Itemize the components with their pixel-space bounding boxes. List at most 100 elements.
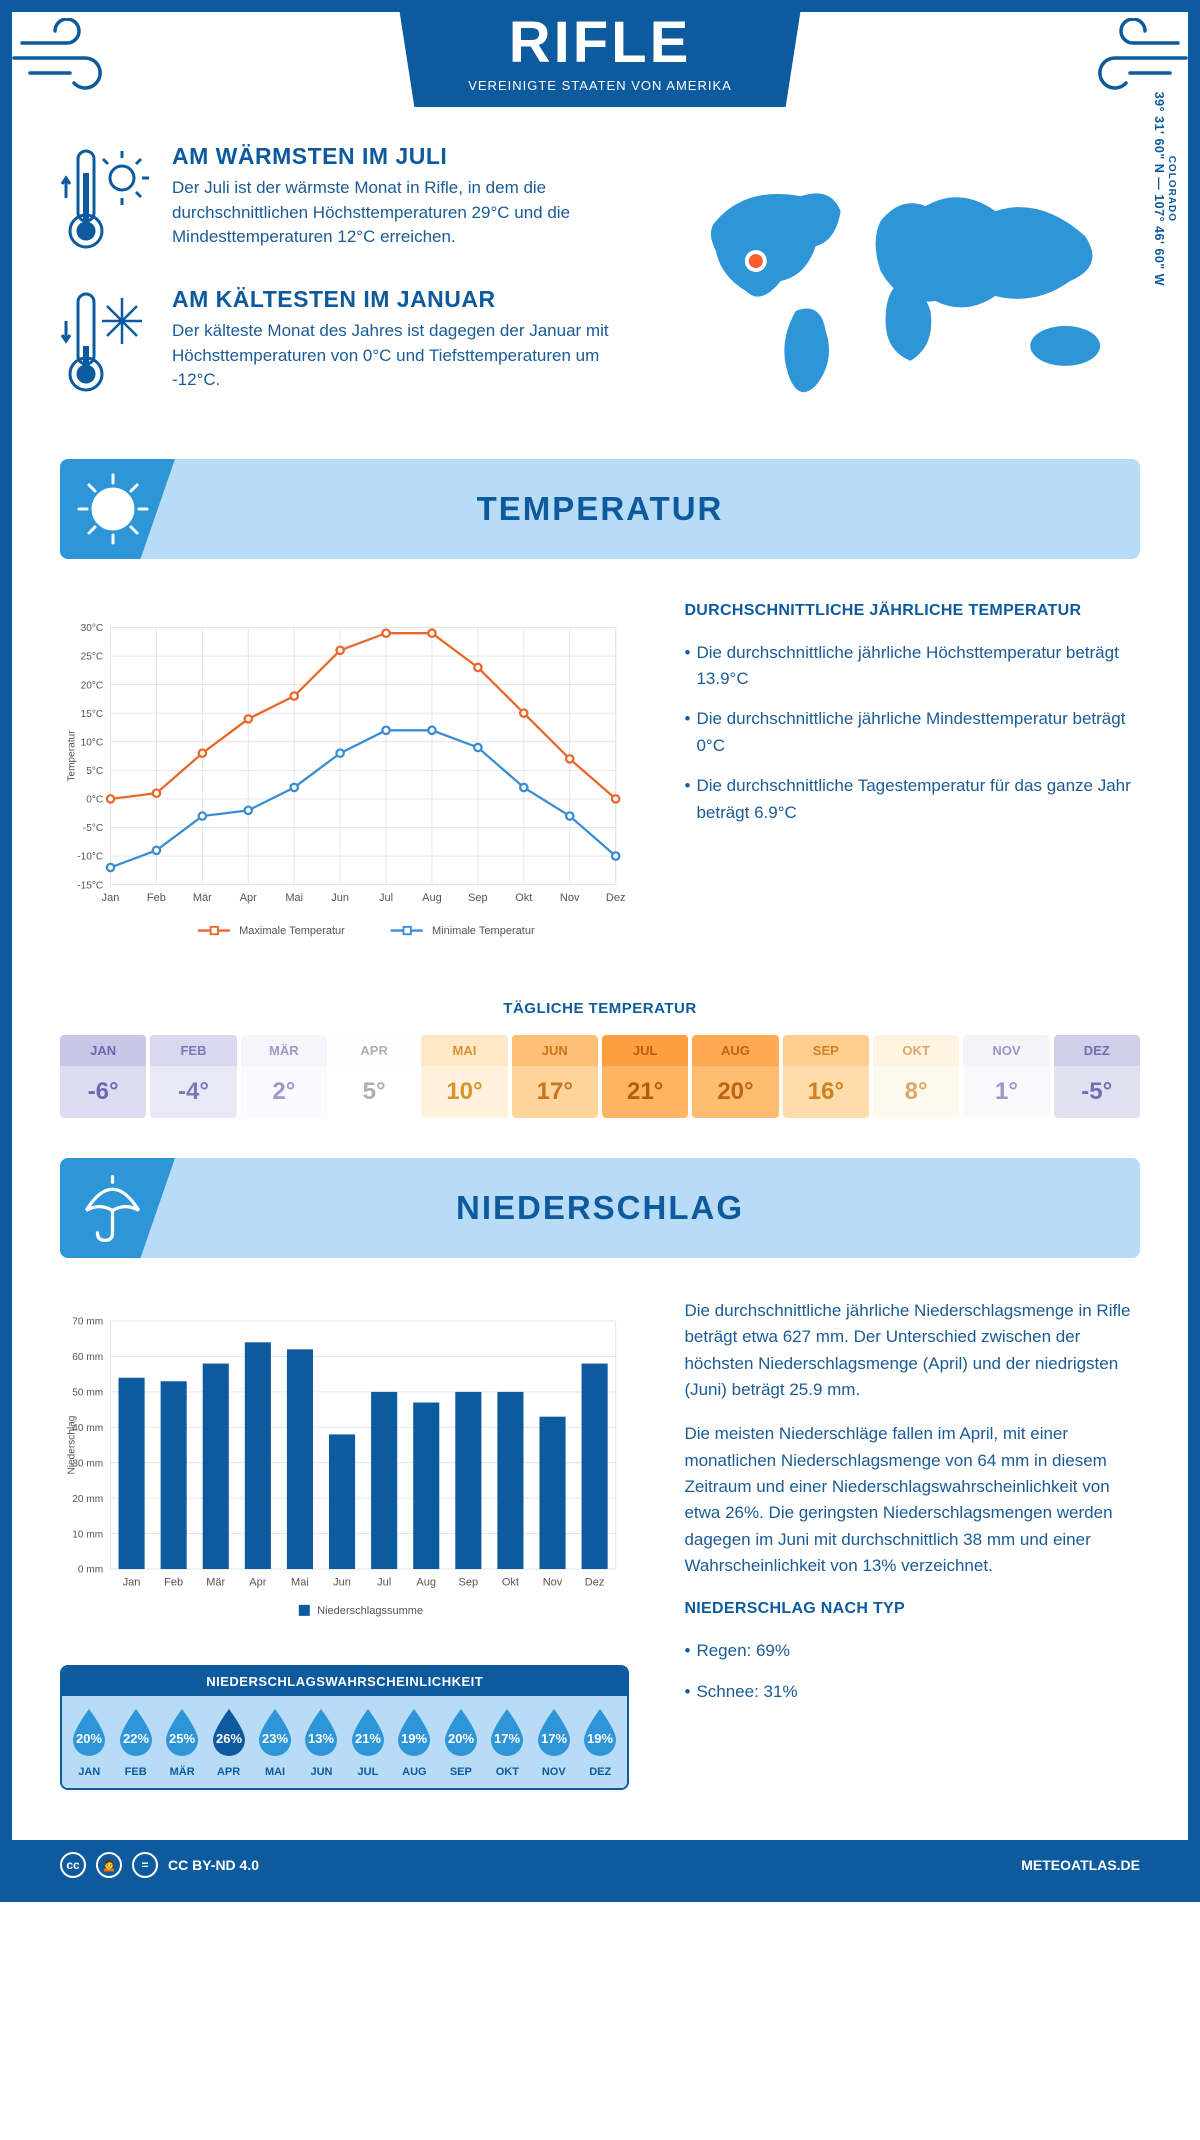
daily-cell: MÄR2° [241,1035,327,1118]
prob-heading: NIEDERSCHLAGSWAHRSCHEINLICHKEIT [62,1667,627,1696]
umbrella-icon [60,1158,175,1258]
world-map: COLORADO 39° 31' 60" N — 107° 46' 60" W [661,143,1140,429]
svg-text:21%: 21% [355,1731,381,1746]
svg-text:Aug: Aug [422,892,442,904]
fact-title: AM WÄRMSTEN IM JULI [172,143,611,170]
svg-text:50 mm: 50 mm [72,1388,103,1399]
cc-icon: cc [60,1852,86,1878]
svg-text:Apr: Apr [240,892,257,904]
daily-cell: APR5° [331,1035,417,1118]
notes-heading: DURCHSCHNITTLICHE JÄHRLICHE TEMPERATUR [684,599,1140,624]
svg-text:5°C: 5°C [86,766,103,777]
rain-probability-box: NIEDERSCHLAGSWAHRSCHEINLICHKEIT 20%JAN22… [60,1665,629,1790]
svg-text:-5°C: -5°C [83,823,103,834]
by-icon: 🙍 [96,1852,122,1878]
footer: cc 🙍 = CC BY-ND 4.0 METEOATLAS.DE [12,1840,1188,1890]
page-subtitle: VEREINIGTE STAATEN VON AMERIKA [468,78,732,93]
svg-text:Okt: Okt [515,892,532,904]
svg-text:Jan: Jan [102,892,120,904]
prob-cell: 25%MÄR [159,1706,205,1778]
temp-chart-row: -15°C-10°C-5°C0°C5°C10°C15°C20°C25°C30°C… [60,599,1140,964]
svg-text:19%: 19% [401,1731,427,1746]
daily-heading: TÄGLICHE TEMPERATUR [60,1000,1140,1017]
fact-warmest: AM WÄRMSTEN IM JULI Der Juli ist der wär… [60,143,611,258]
daily-cell: FEB-4° [150,1035,236,1118]
svg-text:Aug: Aug [416,1577,436,1589]
daily-cell: SEP16° [783,1035,869,1118]
prob-cell: 19%DEZ [577,1706,623,1778]
fact-title: AM KÄLTESTEN IM JANUAR [172,286,611,313]
svg-text:0 mm: 0 mm [78,1565,103,1576]
note-item: Die durchschnittliche Tagestemperatur fü… [684,773,1140,826]
svg-text:10 mm: 10 mm [72,1529,103,1540]
svg-text:0°C: 0°C [86,795,103,806]
rain-type-heading: NIEDERSCHLAG NACH TYP [684,1597,1140,1622]
svg-text:23%: 23% [262,1731,288,1746]
page-title: RIFLE [468,9,732,76]
temperature-line-chart: -15°C-10°C-5°C0°C5°C10°C15°C20°C25°C30°C… [60,599,629,964]
svg-text:70 mm: 70 mm [72,1317,103,1328]
svg-text:26%: 26% [216,1731,242,1746]
license-text: CC BY-ND 4.0 [168,1857,259,1873]
section-title: TEMPERATUR [477,490,724,528]
svg-text:-10°C: -10°C [77,852,103,863]
fact-body: Der kälteste Monat des Jahres ist dagege… [172,319,611,393]
facts-column: AM WÄRMSTEN IM JULI Der Juli ist der wär… [60,143,611,429]
coordinates: COLORADO 39° 31' 60" N — 107° 46' 60" W [1152,92,1177,286]
svg-text:Apr: Apr [249,1577,266,1589]
svg-text:Dez: Dez [585,1577,605,1589]
rain-type-item: Schnee: 31% [684,1679,1140,1705]
content: RIFLE VEREINIGTE STAATEN VON AMERIKA AM … [12,12,1188,1840]
prob-cell: 13%JUN [298,1706,344,1778]
note-item: Die durchschnittliche jährliche Höchstte… [684,640,1140,693]
thermometer-hot-icon [60,143,150,258]
svg-text:10°C: 10°C [81,737,104,748]
note-item: Die durchschnittliche jährliche Mindestt… [684,706,1140,759]
thermometer-cold-icon [60,286,150,401]
daily-cell: JAN-6° [60,1035,146,1118]
fact-coldest: AM KÄLTESTEN IM JANUAR Der kälteste Mona… [60,286,611,401]
svg-text:13%: 13% [308,1731,334,1746]
svg-text:Jul: Jul [379,892,393,904]
svg-text:25°C: 25°C [81,652,104,663]
svg-text:Niederschlag: Niederschlag [67,1416,78,1475]
svg-text:30°C: 30°C [81,623,104,634]
svg-text:Jun: Jun [331,892,349,904]
svg-text:Nov: Nov [543,1577,563,1589]
svg-text:20%: 20% [448,1731,474,1746]
svg-text:Sep: Sep [468,892,488,904]
prob-cell: 20%SEP [438,1706,484,1778]
rain-type-item: Regen: 69% [684,1638,1140,1664]
rain-notes: Die durchschnittliche jährliche Niedersc… [684,1298,1140,1790]
svg-text:Okt: Okt [502,1577,519,1589]
nd-icon: = [132,1852,158,1878]
svg-text:Mai: Mai [291,1577,309,1589]
prob-cell: 22%FEB [112,1706,158,1778]
svg-text:Maximale Temperatur: Maximale Temperatur [239,925,345,937]
sun-icon [60,459,175,559]
svg-text:Feb: Feb [147,892,166,904]
svg-text:Nov: Nov [560,892,580,904]
rain-paragraph: Die durchschnittliche jährliche Niedersc… [684,1298,1140,1403]
daily-temp-table: JAN-6°FEB-4°MÄR2°APR5°MAI10°JUN17°JUL21°… [60,1035,1140,1118]
svg-text:20 mm: 20 mm [72,1494,103,1505]
svg-text:Sep: Sep [459,1577,479,1589]
precipitation-bar-chart: 0 mm10 mm20 mm30 mm40 mm50 mm60 mm70 mmJ… [60,1298,629,1790]
svg-text:60 mm: 60 mm [72,1352,103,1363]
page: RIFLE VEREINIGTE STAATEN VON AMERIKA AM … [0,0,1200,1902]
rain-chart-row: 0 mm10 mm20 mm30 mm40 mm50 mm60 mm70 mmJ… [60,1298,1140,1790]
svg-text:Feb: Feb [164,1577,183,1589]
site-name: METEOATLAS.DE [1021,1857,1140,1873]
header: RIFLE VEREINIGTE STAATEN VON AMERIKA [60,0,1140,107]
svg-text:Jan: Jan [123,1577,141,1589]
title-banner: RIFLE VEREINIGTE STAATEN VON AMERIKA [398,3,802,107]
daily-cell: NOV1° [963,1035,1049,1118]
svg-text:Jun: Jun [333,1577,351,1589]
daily-cell: DEZ-5° [1054,1035,1140,1118]
state-label: COLORADO [1166,92,1177,286]
rain-paragraph: Die meisten Niederschläge fallen im Apri… [684,1421,1140,1579]
svg-text:Mär: Mär [206,1577,225,1589]
prob-cell: 19%AUG [391,1706,437,1778]
daily-cell: AUG20° [692,1035,778,1118]
daily-cell: JUN17° [512,1035,598,1118]
